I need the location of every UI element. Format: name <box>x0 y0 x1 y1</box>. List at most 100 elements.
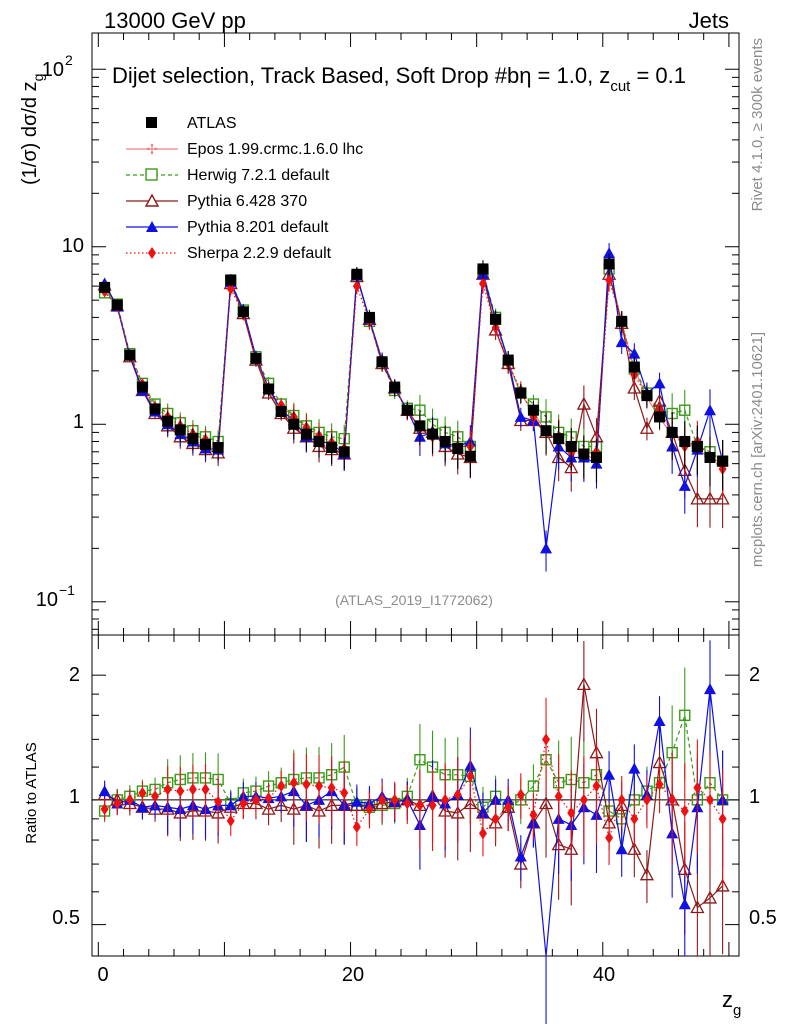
ratio-y-axis-title: Ratio to ATLAS <box>23 742 40 843</box>
legend-item-epos: ✢ Epos 1.99.crmc.1.6.0 lhc <box>126 141 363 158</box>
data-point-sherpa <box>100 803 109 816</box>
data-point-atlas <box>654 411 666 423</box>
data-point-sherpa <box>327 781 336 794</box>
data-point-pythia8 <box>703 404 716 416</box>
legend-item-atlas: ATLAS <box>146 115 237 132</box>
data-point-sherpa <box>302 778 311 791</box>
data-point-pythia6 <box>538 796 554 810</box>
data-point-sherpa <box>630 812 639 825</box>
data-point-atlas <box>527 404 539 416</box>
data-point-sherpa <box>516 788 525 801</box>
data-point-atlas <box>603 258 615 270</box>
data-point-atlas <box>553 433 565 445</box>
data-point-atlas <box>200 438 212 450</box>
data-point-sherpa <box>378 793 387 806</box>
legend-marker-sherpa <box>148 247 156 259</box>
data-point-pythia6 <box>627 841 642 855</box>
data-point-sherpa <box>340 786 349 799</box>
y-tick-label-100-exp: 2 <box>65 52 73 68</box>
data-point-pythia8 <box>476 806 489 818</box>
data-point-sherpa <box>176 785 185 798</box>
data-point-sherpa <box>718 812 727 825</box>
legend-label-atlas: ATLAS <box>187 115 237 132</box>
data-point-sherpa <box>453 788 462 801</box>
data-point-pythia6 <box>690 491 705 505</box>
rivet-version-label: Rivet 4.1.0, ≥ 300k events <box>749 38 766 211</box>
data-point-sherpa <box>491 812 500 825</box>
data-point-sherpa <box>428 799 437 812</box>
data-point-herwig <box>527 780 540 792</box>
data-point-pythia8 <box>98 785 111 797</box>
data-point-atlas <box>691 440 703 452</box>
y-tick-label-100: 10 <box>42 59 64 81</box>
data-point-atlas <box>326 441 338 453</box>
data-point-atlas <box>490 313 502 325</box>
data-point-atlas <box>250 352 262 364</box>
data-point-pythia8 <box>136 801 149 813</box>
legend-label-sherpa: Sherpa 2.2.9 default <box>187 245 332 262</box>
data-point-atlas <box>363 311 375 323</box>
series-line-sherpa <box>104 739 724 840</box>
data-point-atlas <box>515 387 527 399</box>
data-point-atlas <box>136 381 148 393</box>
data-point-pythia8 <box>224 799 237 811</box>
series-line-pythia6 <box>104 274 723 500</box>
axes-layer <box>92 33 739 956</box>
ratio-tick-label-2-right: 2 <box>749 664 760 686</box>
y-tick-label-10: 10 <box>62 235 84 257</box>
legend-item-herwig: Herwig 7.2.1 default <box>126 167 330 184</box>
data-point-sherpa <box>365 803 374 816</box>
ratio-data-layer <box>97 640 730 1024</box>
data-point-pythia6 <box>715 491 730 505</box>
data-point-atlas <box>401 404 413 416</box>
legend-marker-pythia6 <box>144 193 160 207</box>
plot-title: Dijet selection, Track Based, Soft Drop … <box>112 63 686 95</box>
data-point-atlas <box>300 428 312 440</box>
series-line-pythia8 <box>104 253 724 549</box>
data-point-sherpa <box>617 793 626 806</box>
data-point-pythia8 <box>540 542 553 554</box>
data-point-pythia6 <box>639 867 655 881</box>
data-point-sherpa <box>478 827 487 840</box>
data-point-sherpa <box>138 786 147 799</box>
data-point-atlas <box>174 424 186 436</box>
data-point-sherpa <box>277 780 286 793</box>
data-point-atlas <box>237 306 249 318</box>
ratio-plot-frame <box>91 634 740 957</box>
data-point-sherpa <box>113 797 122 810</box>
data-point-atlas <box>439 435 451 447</box>
data-point-pythia6 <box>715 878 730 892</box>
data-point-sherpa <box>579 793 588 806</box>
data-point-sherpa <box>693 781 702 794</box>
x-axis-title: zg <box>722 987 741 1019</box>
data-point-atlas <box>225 274 237 286</box>
data-point-atlas <box>351 268 363 280</box>
data-point-atlas <box>99 281 111 293</box>
data-point-atlas <box>717 455 729 467</box>
data-point-atlas <box>124 349 136 361</box>
y-tick-label-0.1-exp: −1 <box>59 582 75 598</box>
ratio-tick-label-0.5: 0.5 <box>52 907 80 929</box>
data-point-sherpa <box>125 793 134 806</box>
data-point-sherpa <box>264 792 273 805</box>
data-point-sherpa <box>201 783 210 796</box>
data-point-atlas <box>414 420 426 432</box>
data-point-pythia8 <box>603 247 616 259</box>
mcplots-label: mcplots.cern.ch [arXiv:2401.10621] <box>749 332 766 567</box>
data-point-sherpa <box>529 808 538 821</box>
data-point-pythia8 <box>615 843 628 855</box>
data-point-sherpa <box>605 831 614 844</box>
data-point-sherpa <box>680 805 689 818</box>
data-point-atlas <box>502 354 514 366</box>
data-point-atlas <box>590 451 602 463</box>
data-point-sherpa <box>352 280 361 293</box>
data-point-atlas <box>565 440 577 452</box>
data-point-sherpa <box>567 806 576 819</box>
data-point-sherpa <box>668 793 677 806</box>
energy-label: 13000 GeV pp <box>104 8 246 33</box>
data-point-sherpa <box>289 776 298 789</box>
data-point-sherpa <box>403 797 412 810</box>
data-point-sherpa <box>251 793 260 806</box>
data-point-atlas <box>540 425 552 437</box>
data-point-sherpa <box>239 797 248 810</box>
